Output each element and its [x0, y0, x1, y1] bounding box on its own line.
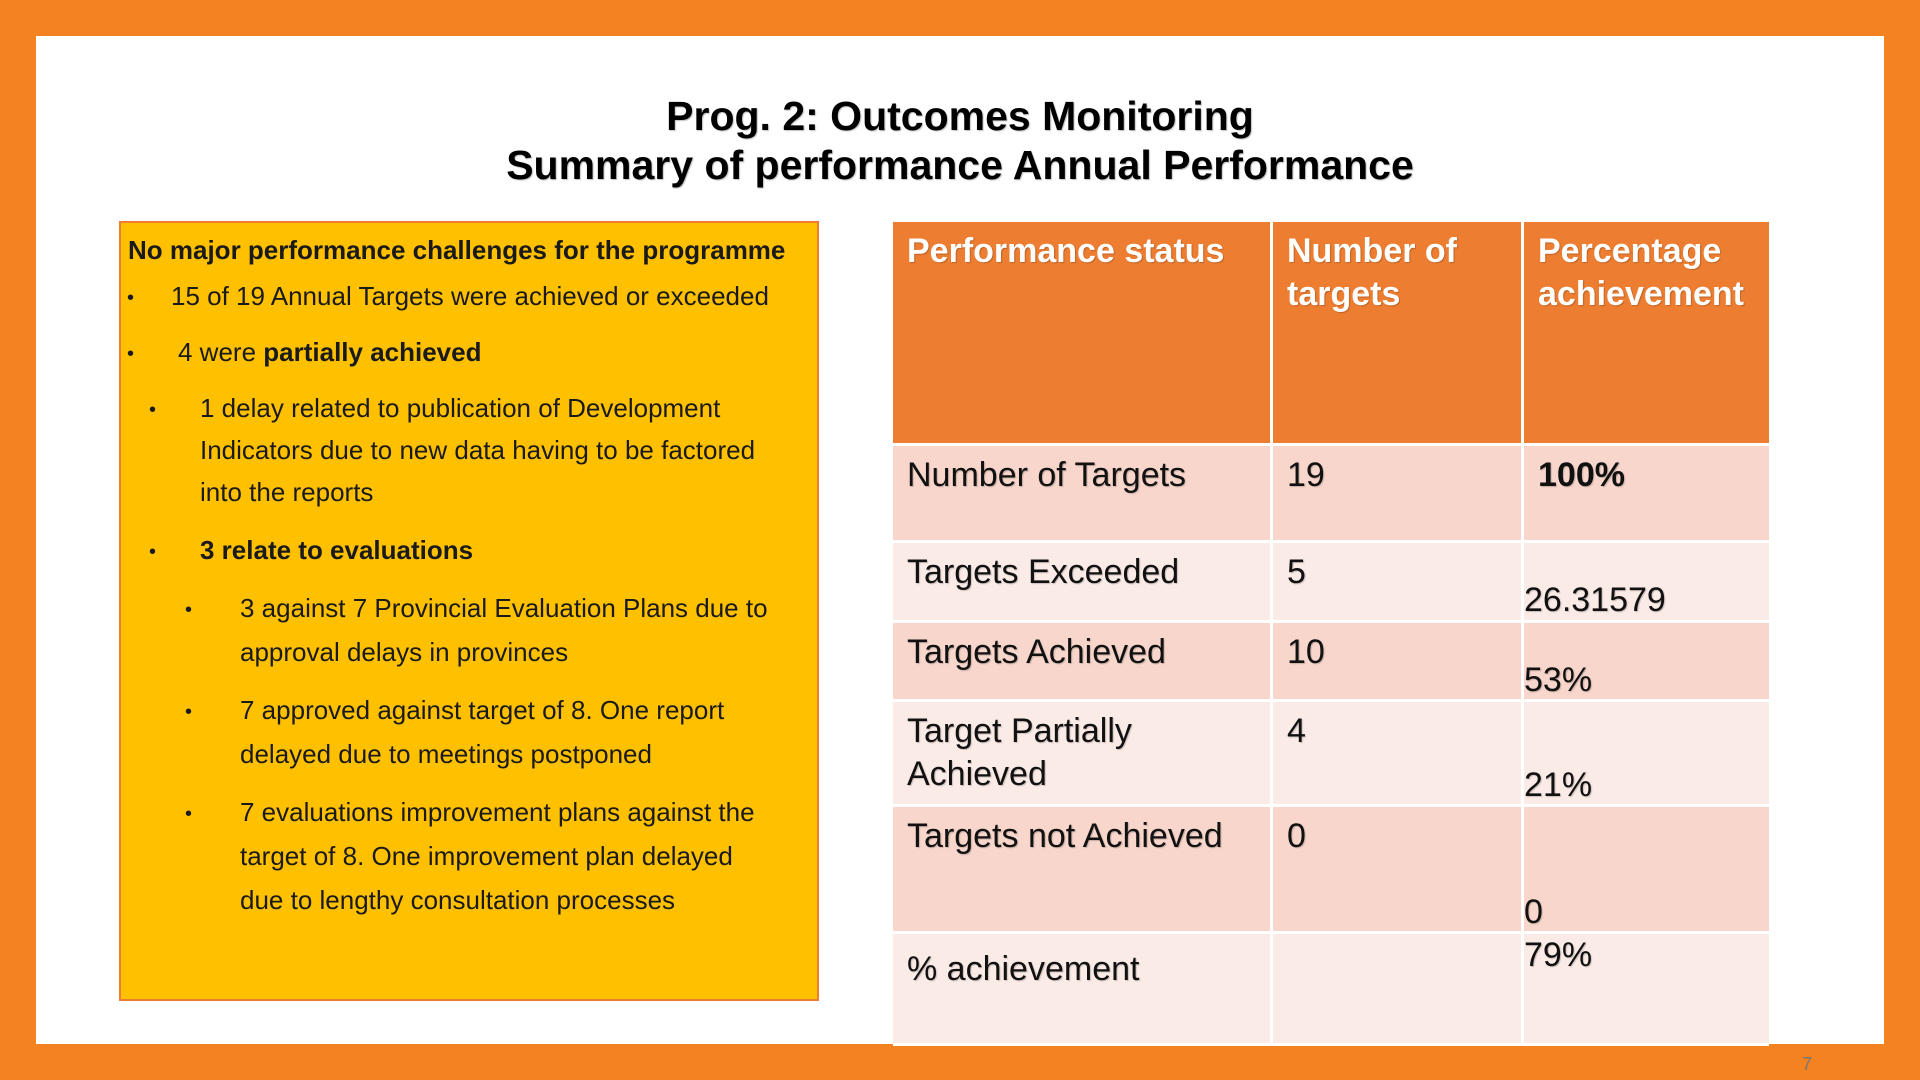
table-row: % achievement 79%: [893, 934, 1769, 1046]
table-cell: 79%: [1524, 934, 1769, 1046]
table-cell: 4: [1273, 702, 1524, 807]
cell-status: % achievement: [907, 950, 1140, 988]
table-cell: 53%: [1524, 623, 1769, 702]
header-percentage-achievement: Percentage achievement: [1538, 232, 1744, 313]
table-cell: 0: [1524, 807, 1769, 934]
summary-heading: No major performance challenges for the …: [128, 235, 786, 265]
cell-percentage: 100%: [1538, 456, 1625, 494]
cell-status: Targets not Achieved: [907, 817, 1223, 855]
bullet-improvement-line-1: 7 evaluations improvement plans against …: [240, 797, 755, 827]
title-line-1: Prog. 2: Outcomes Monitoring: [666, 93, 1254, 139]
cell-number: 0: [1287, 817, 1306, 855]
cell-percentage: 53%: [1524, 661, 1593, 699]
table-cell: Targets Achieved: [893, 623, 1273, 702]
cell-status: Targets Achieved: [907, 633, 1166, 671]
bullet-delay-line-3: into the reports: [200, 477, 374, 507]
table-row: Number of Targets 19 100%: [893, 446, 1769, 543]
cell-percentage: 26.31579: [1524, 581, 1666, 619]
table-row: Targets Achieved 10 53%: [893, 623, 1769, 702]
cell-number: 5: [1287, 553, 1306, 591]
cell-percentage: 79%: [1524, 936, 1593, 974]
cell-status: Targets Exceeded: [907, 553, 1180, 591]
bullet-bold: partially achieved: [263, 337, 482, 367]
table-cell: Targets Exceeded: [893, 543, 1273, 623]
bullet-approved-line-2: delayed due to meetings postponed: [240, 739, 652, 769]
bullet-prefix: 4 were: [178, 337, 264, 367]
cell-number: 19: [1287, 456, 1325, 494]
cell-percentage: 0: [1524, 893, 1543, 931]
cell-status: Target Partially Achieved: [907, 712, 1132, 793]
table-header-row: Performance status Number of targets Per…: [893, 222, 1769, 446]
cell-number: 10: [1287, 633, 1325, 671]
header-number-of-targets: Number of targets: [1287, 232, 1457, 313]
table-cell: 21%: [1524, 702, 1769, 807]
table-cell: 0: [1273, 807, 1524, 934]
bullet-evaluations: 3 relate to evaluations: [200, 535, 474, 565]
table-row: Targets not Achieved 0 0: [893, 807, 1769, 934]
bullet-icon: •: [185, 803, 193, 825]
page-number: 7: [1802, 1054, 1813, 1074]
table-cell: 100%: [1524, 446, 1769, 543]
bullet-partially-achieved: 4 were partially achieved: [178, 331, 482, 373]
table-row: Target Partially Achieved 4 21%: [893, 702, 1769, 807]
bullet-icon: •: [185, 701, 193, 723]
table-cell: Target Partially Achieved: [893, 702, 1273, 807]
title-line-2: Summary of performance Annual Performanc…: [506, 142, 1414, 188]
table-cell: Number of Targets: [893, 446, 1273, 543]
table-cell: 19: [1273, 446, 1524, 543]
header-performance-status: Performance status: [907, 232, 1225, 270]
table-cell: 10: [1273, 623, 1524, 702]
table-cell: 5: [1273, 543, 1524, 623]
header-cell: Percentage achievement: [1524, 222, 1769, 446]
bullet-delay-line-1: 1 delay related to publication of Develo…: [200, 393, 721, 423]
table-cell: 26.31579: [1524, 543, 1769, 623]
summary-box: No major performance challenges for the …: [119, 221, 819, 1001]
bullet-icon: •: [127, 287, 135, 309]
header-cell: Performance status: [893, 222, 1273, 446]
cell-status: Number of Targets: [907, 456, 1187, 494]
bullet-provincial-line-2: approval delays in provinces: [240, 637, 569, 667]
bullet-icon: •: [127, 343, 135, 365]
bullet-icon: •: [185, 599, 193, 621]
table-row: Targets Exceeded 5 26.31579: [893, 543, 1769, 623]
table-cell: Targets not Achieved: [893, 807, 1273, 934]
slide: Prog. 2: Outcomes Monitoring Summary of …: [36, 36, 1884, 1074]
bullet-improvement-line-3: due to lengthy consultation processes: [240, 885, 676, 915]
bullet-icon: •: [149, 541, 157, 563]
cell-percentage: 21%: [1524, 766, 1593, 804]
bullet-improvement-line-2: target of 8. One improvement plan delaye…: [240, 841, 733, 871]
bullet-targets-achieved: 15 of 19 Annual Targets were achieved or…: [171, 281, 769, 311]
bullet-approved-line-1: 7 approved against target of 8. One repo…: [240, 695, 725, 725]
cell-number: 4: [1287, 712, 1306, 750]
slide-title: Prog. 2: Outcomes Monitoring Summary of …: [36, 92, 1884, 190]
bullet-icon: •: [149, 399, 157, 421]
performance-table: Performance status Number of targets Per…: [893, 222, 1769, 1046]
table-cell: % achievement: [893, 934, 1273, 1046]
bullet-delay-line-2: Indicators due to new data having to be …: [200, 435, 756, 465]
table-cell: [1273, 934, 1524, 1046]
bullet-provincial-line-1: 3 against 7 Provincial Evaluation Plans …: [240, 593, 768, 623]
header-cell: Number of targets: [1273, 222, 1524, 446]
